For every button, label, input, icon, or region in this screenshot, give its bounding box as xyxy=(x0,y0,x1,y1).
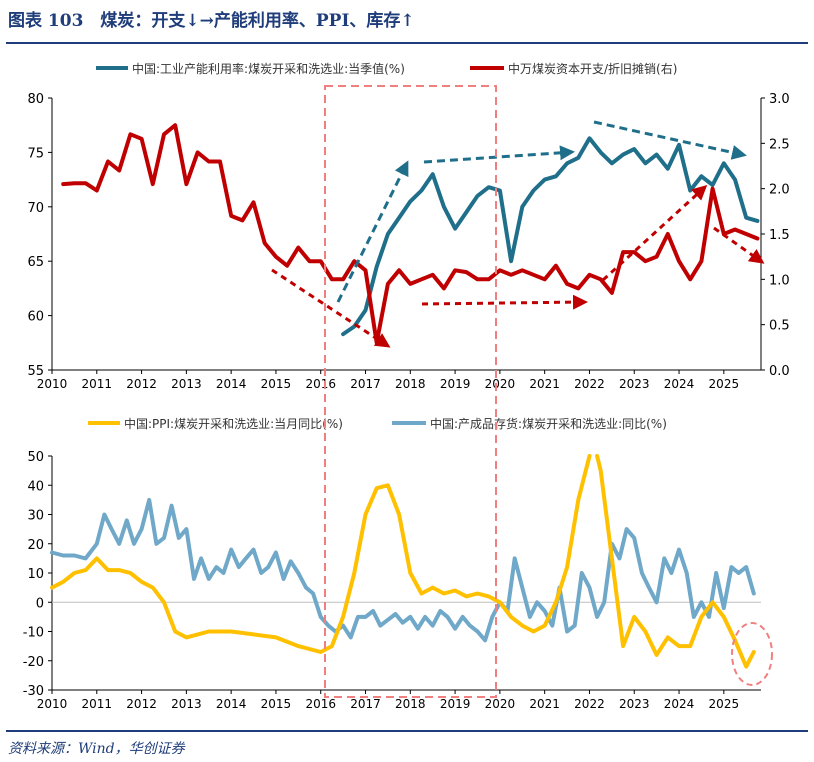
top-y-tick-label-right: 3.0 xyxy=(769,92,790,107)
top-x-tick-label: 2020 xyxy=(485,377,516,391)
series-line-capex-ratio xyxy=(61,123,760,345)
series-line-inventory xyxy=(50,497,756,643)
trend-arrow-capex-recent xyxy=(713,226,765,264)
trend-arrow-capex-flat xyxy=(421,294,588,310)
bottom-y-tick-label: 50 xyxy=(27,450,44,465)
top-legend: 中国:工业产能利用率:煤炭开采和洗选业:当季值(%) 中万煤炭资本开支/折旧摊销… xyxy=(96,61,677,76)
bottom-x-tick-label: 2020 xyxy=(485,697,516,711)
top-trend-arrows xyxy=(271,120,765,348)
trend-arrow-util-flat xyxy=(423,145,575,164)
bottom-axes: 2010 2011 2012 2013 2014 2015 2016 2017 2018 2019… xyxy=(23,450,761,711)
bottom-series xyxy=(50,454,756,669)
top-x-tick-label: 2011 xyxy=(82,377,113,391)
bottom-x-tick-label: 2022 xyxy=(574,697,605,711)
bottom-x-tick-label: 2017 xyxy=(350,697,381,711)
bottom-y-ticks: -30 -20 -10 0 10 20 30 40 50 xyxy=(23,450,52,699)
top-y-tick-label-right: 0.5 xyxy=(769,319,790,334)
bottom-x-tick-label: 2018 xyxy=(395,697,426,711)
top-y-tick-label-right: 1.0 xyxy=(769,273,790,288)
bottom-legend: 中国:PPI:煤炭开采和洗选业:当月同比(%) 中国:产成品存货:煤炭开采和洗选… xyxy=(88,416,667,431)
top-y-tick-label-left: 55 xyxy=(27,364,44,379)
top-x-ticks: 2010 2011 2012 2013 2014 2015 2016 2017 2018 2019… xyxy=(37,370,739,391)
top-y-tick-label-right: 1.5 xyxy=(769,228,790,243)
top-x-tick-label: 2010 xyxy=(37,377,68,391)
top-x-tick-label: 2014 xyxy=(216,377,247,391)
legend-label-ppi: 中国:PPI:煤炭开采和洗选业:当月同比(%) xyxy=(124,416,343,431)
series-line-utilization xyxy=(341,136,760,337)
bottom-y-tick-label: 40 xyxy=(27,479,44,494)
trend-arrow-capex-up xyxy=(601,184,708,282)
bottom-x-tick-label: 2014 xyxy=(216,697,247,711)
top-x-tick-label: 2013 xyxy=(171,377,202,391)
bottom-y-tick-label: 20 xyxy=(27,538,44,553)
top-x-tick-label: 2025 xyxy=(709,377,740,391)
trend-arrow-util-down xyxy=(593,120,747,160)
bottom-y-tick-label: -20 xyxy=(23,655,44,670)
bottom-x-tick-label: 2019 xyxy=(440,697,471,711)
figure-title: 图表 103 煤炭：开支↓→产能利用率、PPI、库存↑ xyxy=(8,11,415,31)
top-y-tick-label-right: 2.5 xyxy=(769,137,790,152)
title-divider xyxy=(6,42,808,44)
top-y-tick-label-right: 0.0 xyxy=(769,364,790,379)
bottom-y-tick-label: 0 xyxy=(36,596,44,611)
legend-label-inventory: 中国:产成品存货:煤炭开采和洗选业:同比(%) xyxy=(430,416,667,431)
top-y-tick-label-left: 70 xyxy=(27,201,44,216)
top-x-tick-label: 2019 xyxy=(440,377,471,391)
top-axes: 2010 2011 2012 2013 2014 2015 2016 2017 2018 2019… xyxy=(27,92,789,391)
bottom-x-tick-label: 2012 xyxy=(126,697,157,711)
top-x-tick-label: 2012 xyxy=(126,377,157,391)
top-x-tick-label: 2016 xyxy=(305,377,336,391)
bottom-x-ticks: 2010 2011 2012 2013 2014 2015 2016 2017 2018 2019… xyxy=(37,601,761,711)
bottom-x-tick-label: 2013 xyxy=(171,697,202,711)
top-y-ticks-right: 0.0 0.5 1.0 1.5 2.0 2.5 3.0 xyxy=(761,92,790,379)
bottom-x-tick-label: 2010 xyxy=(37,697,68,711)
bottom-x-tick-label: 2023 xyxy=(619,697,650,711)
top-y-tick-label-right: 2.0 xyxy=(769,183,790,198)
legend-label-util: 中国:工业产能利用率:煤炭开采和洗选业:当季值(%) xyxy=(132,61,405,76)
bottom-x-tick-label: 2021 xyxy=(529,697,560,711)
top-y-tick-label-left: 60 xyxy=(27,310,44,325)
highlight-circle-ppi xyxy=(731,622,773,686)
bottom-y-tick-label: 10 xyxy=(27,567,44,582)
top-y-tick-label-left: 80 xyxy=(27,92,44,107)
top-y-tick-label-left: 65 xyxy=(27,255,44,270)
top-x-tick-label: 2018 xyxy=(395,377,426,391)
bottom-y-tick-label: -10 xyxy=(23,626,44,641)
bottom-x-tick-label: 2024 xyxy=(664,697,695,711)
series-line-ppi xyxy=(50,454,756,669)
bottom-y-tick-label: 30 xyxy=(27,509,44,524)
top-x-tick-label: 2024 xyxy=(664,377,695,391)
top-y-ticks-left: 55 60 65 70 75 80 xyxy=(27,92,52,379)
top-x-tick-label: 2022 xyxy=(574,377,605,391)
bottom-x-tick-label: 2015 xyxy=(261,697,292,711)
top-y-tick-label-left: 75 xyxy=(27,146,44,161)
bottom-x-tick-label: 2025 xyxy=(709,697,740,711)
highlight-box-2016-2019 xyxy=(324,85,497,698)
legend-label-capex: 中万煤炭资本开支/折旧摊销(右) xyxy=(508,61,677,76)
trend-arrow-capex-down xyxy=(271,268,391,348)
footer-divider xyxy=(6,730,808,732)
bottom-x-tick-label: 2016 xyxy=(305,697,336,711)
bottom-y-tick-label: -30 xyxy=(23,684,44,699)
top-x-tick-label: 2023 xyxy=(619,377,650,391)
bottom-x-tick-label: 2011 xyxy=(82,697,113,711)
top-series xyxy=(61,123,760,345)
source-note: 资料来源：Wind，华创证券 xyxy=(8,741,185,757)
top-x-tick-label: 2021 xyxy=(529,377,560,391)
top-x-tick-label: 2017 xyxy=(350,377,381,391)
top-x-tick-label: 2015 xyxy=(261,377,292,391)
